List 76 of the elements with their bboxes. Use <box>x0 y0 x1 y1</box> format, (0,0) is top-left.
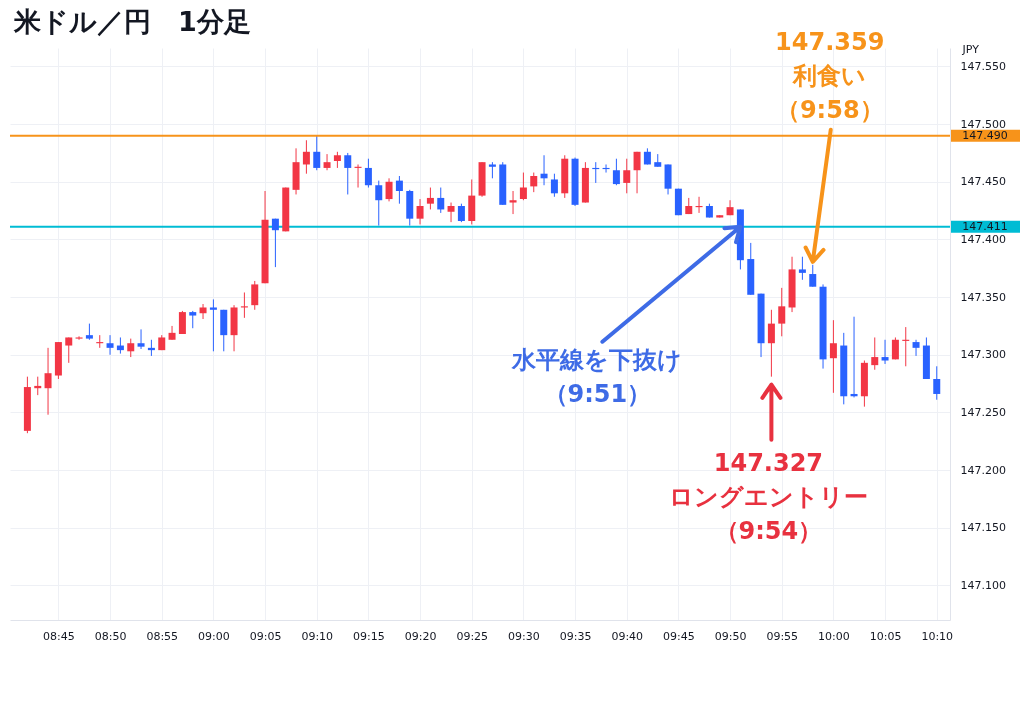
candlestick <box>809 264 817 288</box>
candlestick <box>519 172 527 201</box>
candlestick <box>106 334 114 356</box>
ref-line-label: 147.411 <box>962 219 1008 233</box>
annotation: 147.359利食い（9:58） <box>775 27 885 124</box>
chart-title: 米ドル／円 1分足 <box>13 5 251 37</box>
candlestick <box>271 218 279 268</box>
candlestick <box>416 198 424 225</box>
x-tick-label: 09:15 <box>353 629 385 643</box>
candlestick <box>251 280 259 311</box>
candlestick <box>509 190 517 215</box>
x-tick-label: 09:10 <box>301 629 334 643</box>
candlestick <box>302 139 310 175</box>
candlestick <box>65 336 73 364</box>
candlestick <box>933 365 941 401</box>
candlestick <box>44 347 52 416</box>
x-tick-label: 09:20 <box>404 629 437 643</box>
candlestick <box>313 135 321 171</box>
candlestick <box>437 187 445 214</box>
x-tick-label: 10:10 <box>921 629 954 643</box>
candlestick <box>323 153 331 171</box>
candlestick <box>209 298 217 352</box>
candlestick <box>364 158 372 189</box>
candlestick <box>633 151 641 194</box>
candlestick <box>778 287 786 337</box>
x-tick-label: 09:45 <box>663 629 695 643</box>
y-tick-label: 147.350 <box>960 290 1006 304</box>
x-tick-label: 09:55 <box>766 629 799 643</box>
x-tick-label: 09:50 <box>714 629 747 643</box>
candlestick <box>912 339 920 357</box>
candlestick <box>612 158 620 186</box>
y-tick-label: 147.550 <box>960 59 1006 73</box>
candlestick <box>395 175 403 205</box>
candlestick <box>871 336 879 371</box>
x-tick-label: 08:45 <box>43 629 75 643</box>
y-tick-label: 147.400 <box>960 232 1006 246</box>
y-tick-label: 147.450 <box>960 175 1006 189</box>
candlestick <box>829 319 837 394</box>
x-tick-label: 09:30 <box>508 629 540 643</box>
y-tick-label: 147.500 <box>960 117 1006 131</box>
candlestick <box>798 256 806 281</box>
candlestick <box>426 187 434 210</box>
candlestick <box>447 202 455 223</box>
x-tick-label: 10:05 <box>869 629 902 643</box>
candlestick <box>127 338 135 358</box>
candlestick <box>726 199 734 216</box>
candlestick <box>385 177 393 202</box>
y-tick-label: 147.250 <box>960 405 1006 419</box>
candlestick <box>550 173 558 198</box>
candlestick <box>375 180 383 227</box>
candlestick <box>623 158 631 194</box>
candlestick <box>530 172 538 193</box>
candlestick <box>767 309 775 378</box>
y-tick-label: 147.100 <box>960 578 1006 592</box>
y-tick-label: 147.200 <box>960 463 1006 477</box>
candlestick <box>457 203 465 223</box>
candlestick <box>137 328 145 350</box>
annotation: 147.327ロングエントリー（9:54） <box>668 448 868 545</box>
candlestick <box>881 339 889 365</box>
x-tick-label: 08:55 <box>146 629 179 643</box>
ref-line-label: 147.490 <box>962 128 1008 142</box>
y-tick-label: 147.300 <box>960 348 1006 362</box>
candlestick <box>168 325 176 341</box>
y-tick-label: 147.150 <box>960 521 1006 535</box>
x-tick-label: 09:40 <box>611 629 644 643</box>
x-tick-label: 09:00 <box>198 629 230 643</box>
candlestick <box>199 303 207 320</box>
x-tick-label: 08:50 <box>94 629 127 643</box>
candlestick <box>344 152 352 195</box>
annotation: 水平線を下抜け（9:51） <box>511 345 683 408</box>
x-tick-label: 09:05 <box>249 629 282 643</box>
x-tick-label: 09:25 <box>456 629 489 643</box>
y-axis-title: JPY <box>961 42 980 56</box>
x-tick-label: 10:00 <box>818 629 850 643</box>
candlestick <box>75 335 83 341</box>
x-tick-label: 09:35 <box>559 629 592 643</box>
